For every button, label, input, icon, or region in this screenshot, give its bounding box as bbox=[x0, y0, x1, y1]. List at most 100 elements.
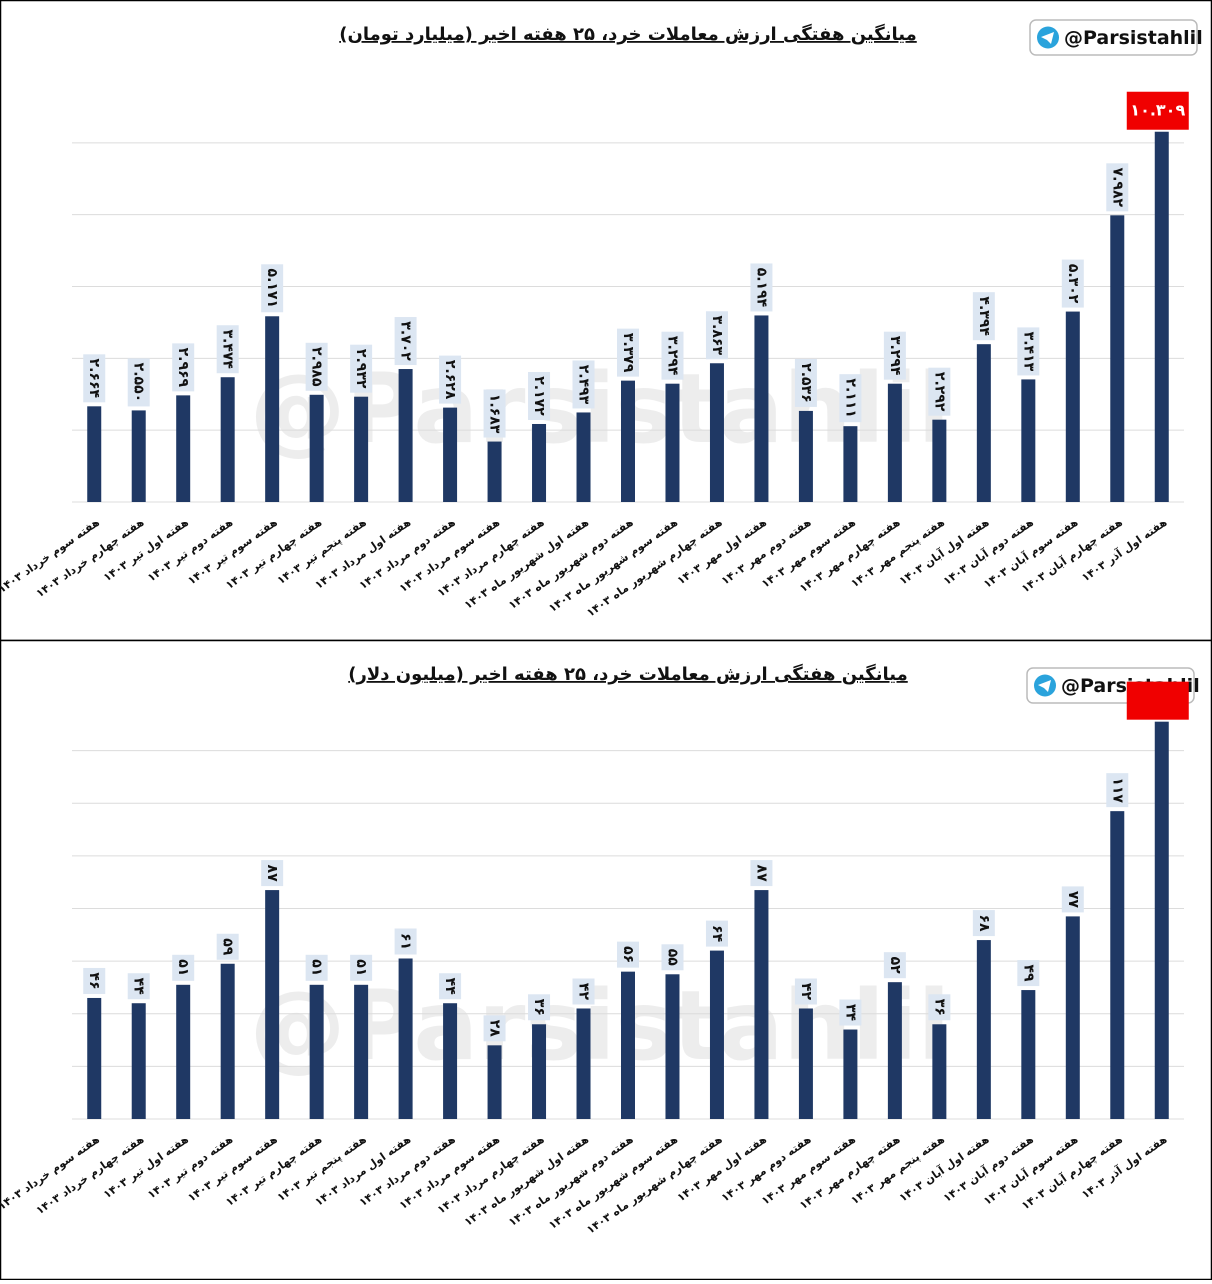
bar bbox=[754, 890, 769, 1119]
bar bbox=[1065, 916, 1080, 1119]
bar bbox=[487, 1045, 502, 1119]
bar bbox=[443, 407, 458, 502]
value-label: ۲.۹۸۵ bbox=[309, 347, 325, 387]
value-label: ۲.۹۳۲ bbox=[353, 349, 369, 389]
value-label: ۵۱ bbox=[175, 959, 191, 976]
chart: @Parsistahlil میانگین هفتگی ارزش معاملات … bbox=[0, 0, 1212, 642]
bar bbox=[665, 974, 680, 1119]
bar bbox=[443, 1003, 458, 1119]
value-label: ۵۱ bbox=[353, 959, 369, 976]
value-label-box bbox=[705, 311, 728, 360]
bar bbox=[1154, 131, 1169, 502]
bar bbox=[709, 950, 724, 1119]
bar bbox=[1021, 990, 1036, 1119]
chart-title: میانگین هفتگی ارزش معاملات خرد، ۲۵ هفته … bbox=[348, 663, 908, 685]
bar bbox=[532, 1024, 547, 1119]
bar bbox=[131, 410, 146, 502]
bar bbox=[354, 396, 369, 502]
value-label: ۳.۴۱۳ bbox=[1020, 332, 1036, 372]
chart-title: میانگین هفتگی ارزش معاملات خرد، ۲۵ هفته … bbox=[339, 23, 917, 45]
value-label: ۳۶ bbox=[531, 999, 547, 1016]
value-label: ۵.۱۹۴ bbox=[753, 268, 769, 308]
bar bbox=[487, 441, 502, 502]
bar bbox=[1065, 311, 1080, 502]
bar bbox=[576, 412, 591, 502]
value-label-box bbox=[1126, 91, 1189, 130]
value-label: ۴۲ bbox=[798, 983, 814, 1001]
value-label-box bbox=[127, 973, 150, 1000]
value-label-box bbox=[750, 263, 773, 312]
value-label-box bbox=[216, 325, 239, 374]
bar bbox=[176, 395, 191, 502]
value-label: ۶۱ bbox=[398, 933, 414, 950]
bar bbox=[576, 1008, 591, 1119]
value-label-box bbox=[750, 860, 773, 887]
value-label: ۸۷ bbox=[264, 865, 280, 883]
value-label-box bbox=[483, 1015, 506, 1042]
bar bbox=[220, 963, 235, 1119]
value-label-box bbox=[1061, 886, 1084, 913]
value-label-box bbox=[572, 360, 595, 409]
value-label-box bbox=[572, 978, 595, 1005]
bar bbox=[976, 940, 991, 1119]
bar bbox=[709, 363, 724, 502]
value-label: ۶۸ bbox=[976, 915, 992, 933]
bar bbox=[354, 984, 369, 1119]
panel-border bbox=[0, 0, 1212, 642]
bar bbox=[398, 958, 413, 1119]
bar bbox=[754, 315, 769, 502]
value-label: ۵.۱۷۱ bbox=[264, 269, 280, 309]
bar bbox=[265, 316, 280, 502]
value-label: ۷۷ bbox=[1065, 891, 1081, 909]
value-label: ۴۲ bbox=[576, 983, 592, 1001]
value-label: ۴۴ bbox=[131, 978, 147, 996]
value-label: ۵۲ bbox=[887, 957, 903, 975]
value-label-box bbox=[261, 264, 284, 313]
bar bbox=[932, 419, 947, 502]
value-label-box bbox=[216, 933, 239, 960]
value-label: ۲.۱۱۱ bbox=[842, 378, 858, 418]
bar bbox=[220, 377, 235, 502]
value-label: ۱.۶۸۳ bbox=[487, 394, 503, 434]
telegram-plane bbox=[1041, 32, 1054, 44]
bar bbox=[843, 1029, 858, 1119]
value-label: ۳۶ bbox=[931, 999, 947, 1016]
value-label-box bbox=[528, 994, 551, 1021]
value-label: ۲.۵۳۶ bbox=[798, 363, 814, 403]
value-label-box bbox=[1106, 163, 1129, 212]
telegram-plane bbox=[1038, 680, 1051, 692]
bar bbox=[309, 394, 324, 502]
value-label-box bbox=[1106, 773, 1129, 808]
value-label-box bbox=[1061, 259, 1084, 308]
value-label: ۳۴ bbox=[842, 1004, 858, 1022]
value-label-box bbox=[305, 342, 328, 391]
bar bbox=[665, 383, 680, 502]
value-label-box bbox=[350, 344, 373, 393]
value-label: ۴۴ bbox=[442, 978, 458, 996]
bar bbox=[176, 984, 191, 1119]
value-label-box bbox=[305, 954, 328, 981]
value-label: ۲.۹۶۹ bbox=[175, 348, 191, 388]
bar bbox=[932, 1024, 947, 1119]
value-label-box bbox=[972, 910, 995, 937]
value-label: ۶۴ bbox=[709, 925, 725, 943]
value-label: ۲.۲۹۲ bbox=[931, 372, 947, 412]
bar bbox=[398, 369, 413, 502]
bar bbox=[265, 890, 280, 1119]
value-label-box bbox=[83, 967, 106, 994]
value-label: ۵۱ bbox=[309, 959, 325, 976]
value-label: ۸۷ bbox=[753, 865, 769, 883]
value-label-box bbox=[394, 317, 417, 366]
value-label-box bbox=[661, 944, 684, 971]
value-label: ۳.۳۷۹ bbox=[620, 333, 636, 373]
bar bbox=[887, 982, 902, 1119]
bar bbox=[1154, 721, 1169, 1119]
value-label: ۳.۸۶۳ bbox=[709, 316, 725, 356]
value-label-box bbox=[972, 292, 995, 341]
value-label-box bbox=[839, 999, 862, 1026]
bar bbox=[309, 984, 324, 1119]
value-label-box bbox=[661, 331, 684, 380]
value-label: ۵.۳۰۲ bbox=[1065, 264, 1081, 304]
bar bbox=[621, 380, 635, 502]
